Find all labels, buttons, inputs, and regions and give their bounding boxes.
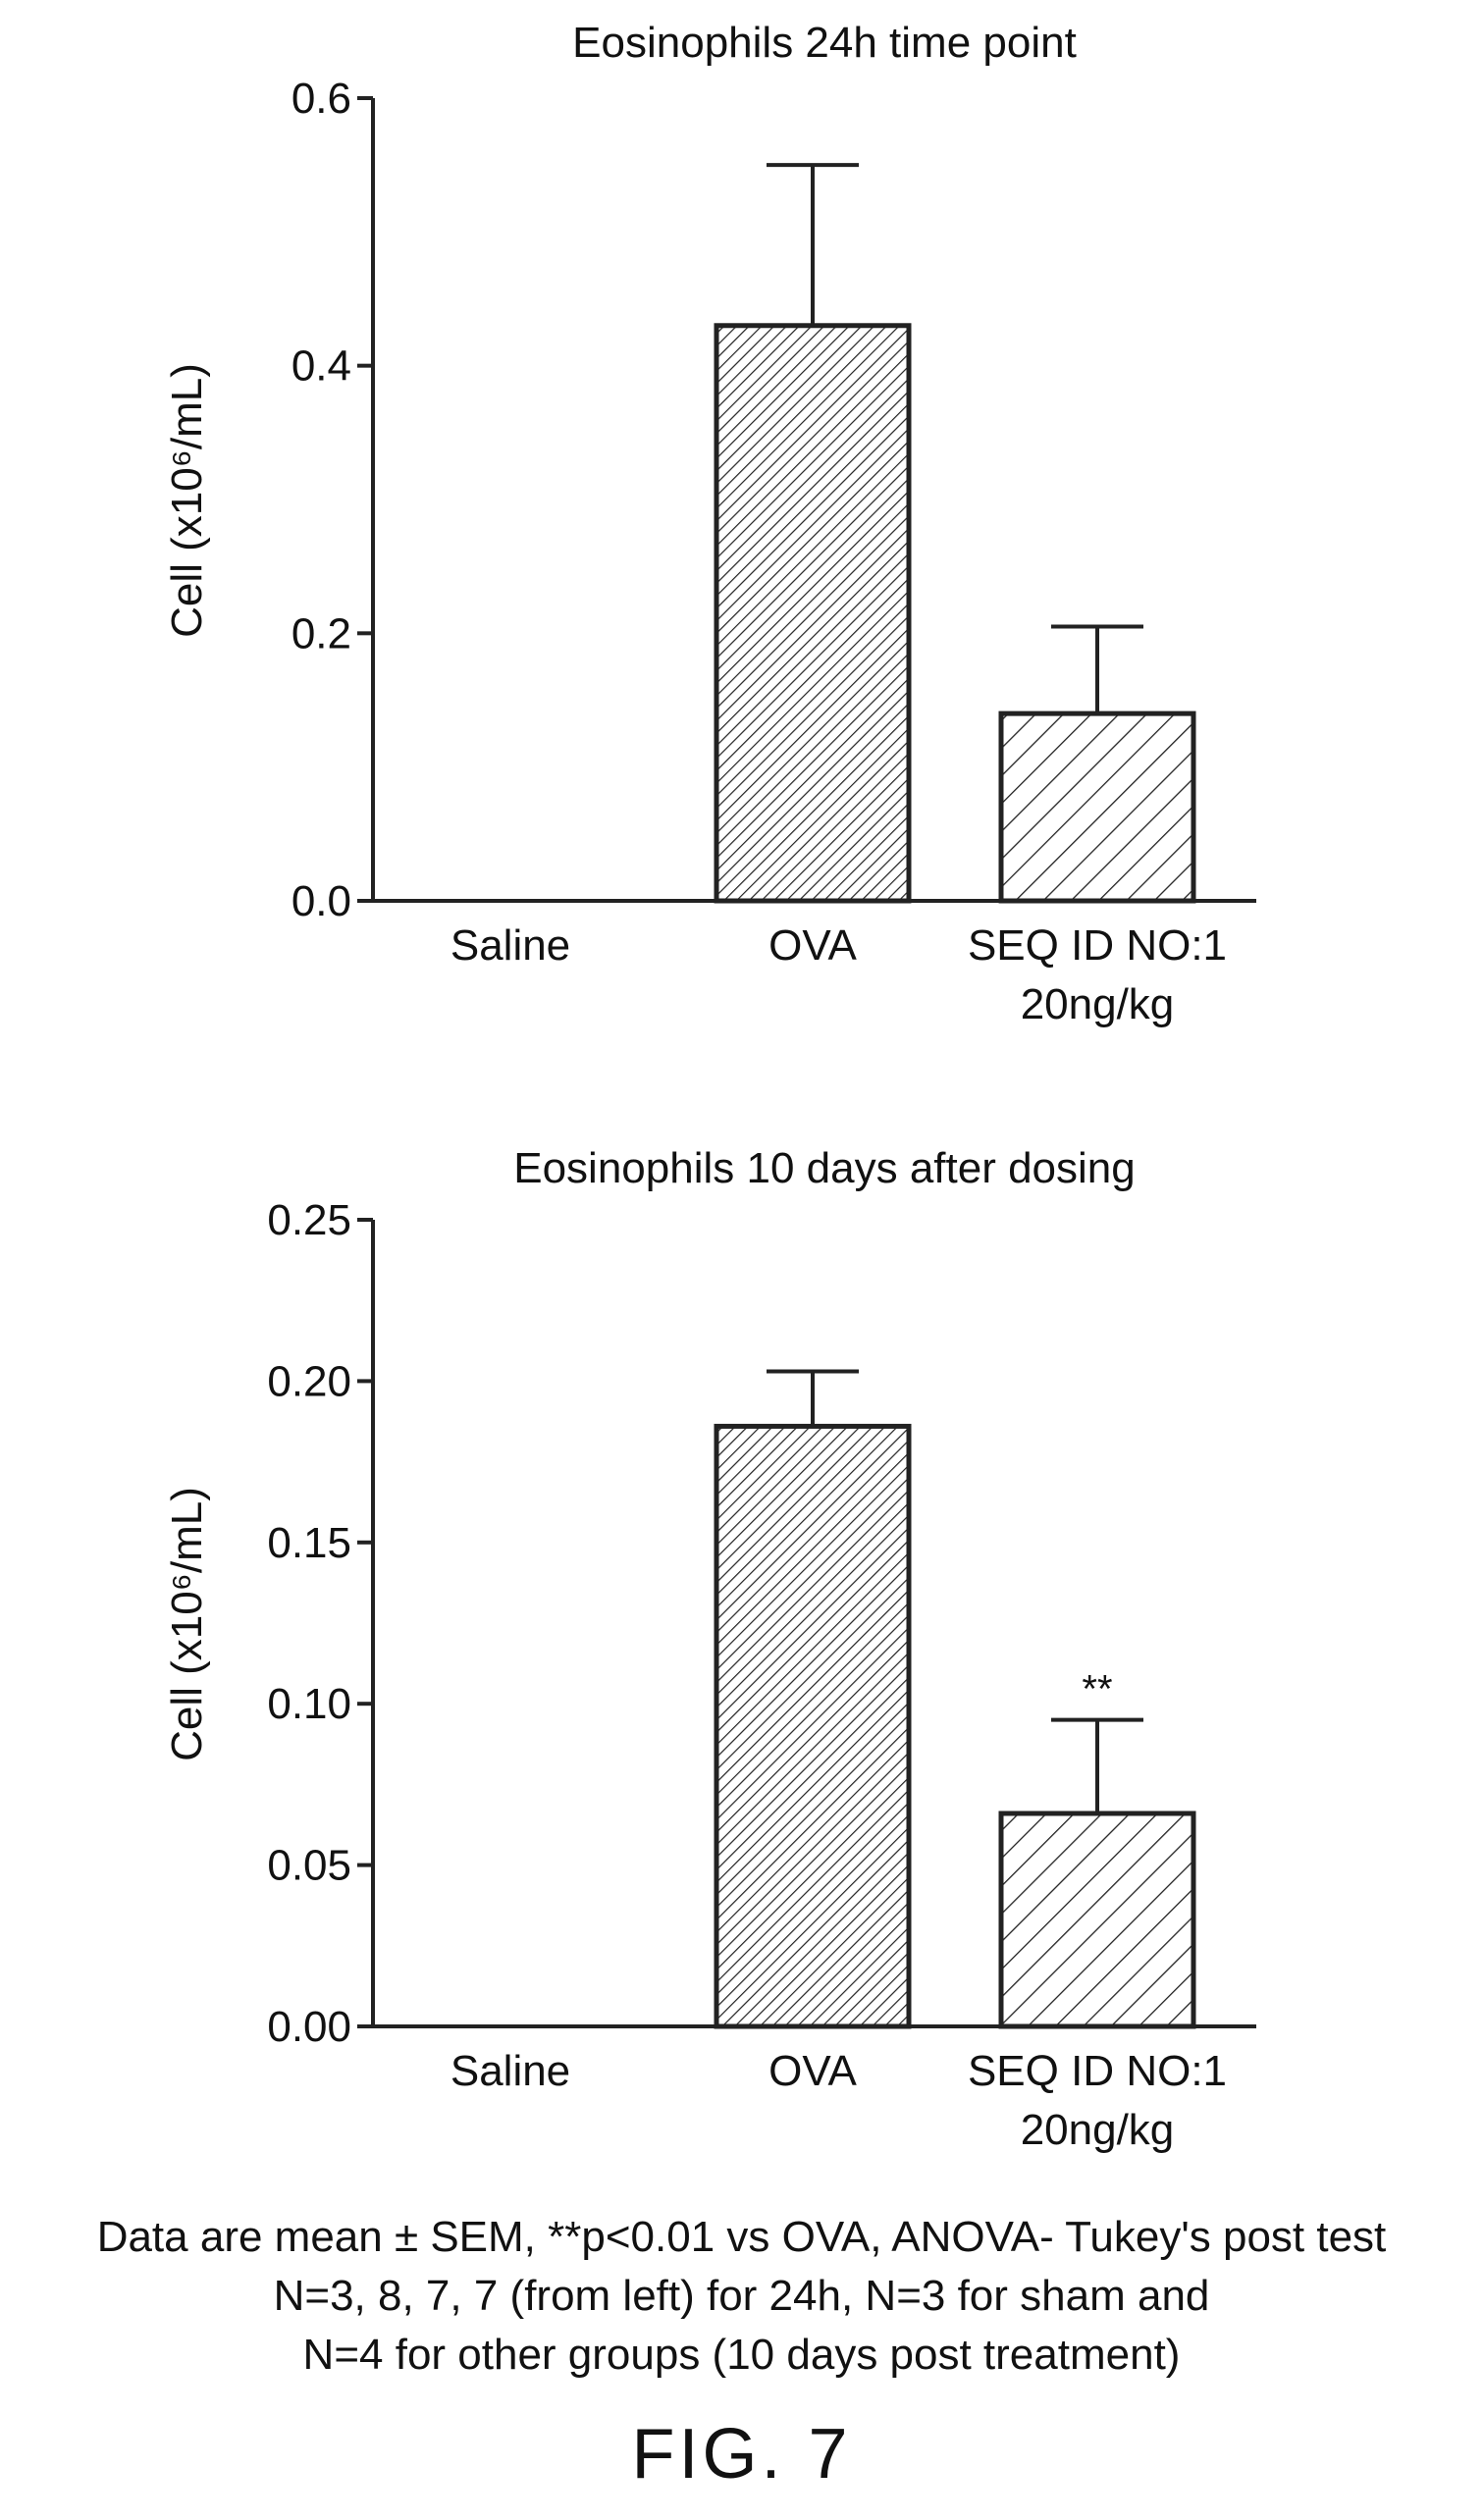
y-tick-label: 0.4 bbox=[291, 342, 351, 391]
y-tick-label: 0.2 bbox=[291, 609, 351, 657]
y-tick-label: 0.05 bbox=[267, 1842, 351, 1890]
y-tick-label: 0.10 bbox=[267, 1680, 351, 1728]
chart-eosinophils-10-days: Eosinophils 10 days after dosing Cell (x1… bbox=[163, 1144, 1256, 2154]
y-tick-label: 0.00 bbox=[267, 2003, 351, 2051]
category-label-line2: 20ng/kg bbox=[1021, 980, 1175, 1028]
figure-caption: Data are mean ± SEM, **p<0.01 vs OVA, AN… bbox=[0, 2208, 1483, 2385]
significance-marker: ** bbox=[1082, 1668, 1112, 1711]
chart-eosinophils-24h: Eosinophils 24h time point Cell (x10⁶/mL)… bbox=[163, 19, 1256, 1028]
category-label: Saline bbox=[450, 921, 570, 970]
y-axis-label: Cell (x10⁶/mL) bbox=[163, 363, 211, 638]
bar bbox=[998, 710, 1196, 904]
y-tick-label: 0.15 bbox=[267, 1519, 351, 1567]
category-label: OVA bbox=[768, 2047, 857, 2095]
y-axis-label: Cell (x10⁶/mL) bbox=[163, 1487, 211, 1761]
category-label: SEQ ID NO:1 bbox=[968, 2047, 1227, 2095]
bar bbox=[998, 1811, 1196, 2029]
category-label: Saline bbox=[450, 2047, 570, 2095]
caption-line-2: N=3, 8, 7, 7 (from left) for 24h, N=3 fo… bbox=[273, 2272, 1210, 2320]
caption-line-3: N=4 for other groups (10 days post treat… bbox=[302, 2331, 1181, 2379]
bar bbox=[714, 323, 912, 904]
caption-line-1: Data are mean ± SEM, **p<0.01 vs OVA, AN… bbox=[96, 2213, 1387, 2261]
category-label: OVA bbox=[768, 921, 857, 970]
y-tick-label: 0.6 bbox=[291, 75, 351, 123]
y-tick-label: 0.0 bbox=[291, 877, 351, 925]
figure-label: FIG. 7 bbox=[631, 2415, 852, 2494]
chart-title: Eosinophils 10 days after dosing bbox=[513, 1144, 1136, 1192]
chart-title: Eosinophils 24h time point bbox=[572, 19, 1077, 67]
category-label-line2: 20ng/kg bbox=[1021, 2106, 1175, 2154]
bar bbox=[714, 1423, 912, 2029]
category-label: SEQ ID NO:1 bbox=[968, 921, 1227, 970]
y-tick-label: 0.20 bbox=[267, 1357, 351, 1405]
y-tick-label: 0.25 bbox=[267, 1196, 351, 1244]
